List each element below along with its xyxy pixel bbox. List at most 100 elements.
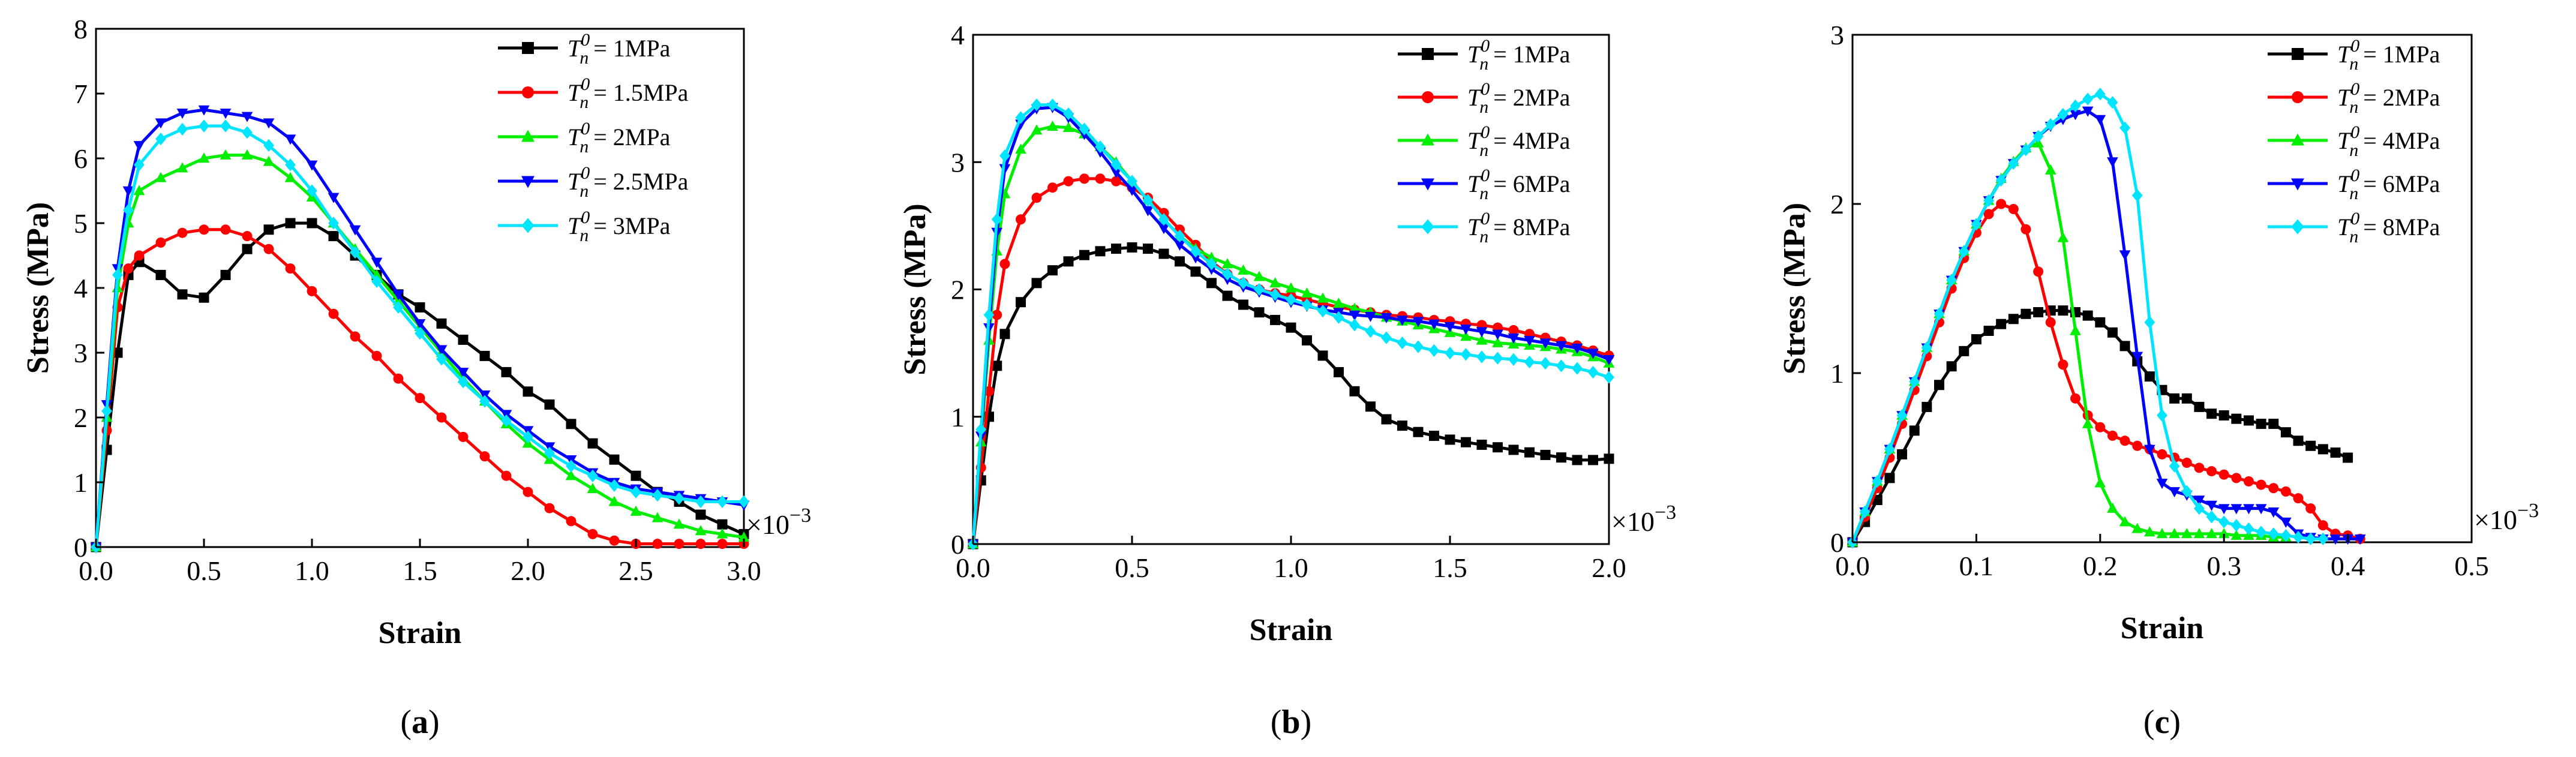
data-point (1428, 344, 1440, 358)
data-point (242, 244, 253, 254)
data-point (1079, 173, 1089, 184)
data-point (608, 495, 620, 506)
data-point (2107, 96, 2118, 109)
data-point (2280, 517, 2292, 528)
data-point (2033, 307, 2044, 317)
x-tick-label: 0.5 (187, 555, 221, 586)
legend-subscript: n (1479, 97, 1488, 117)
x-tick-label: 3.0 (726, 555, 761, 586)
data-point (652, 539, 663, 549)
legend-marker (1421, 133, 1434, 146)
legend-marker (2292, 48, 2304, 60)
data-point (1588, 455, 1598, 465)
data-point (1933, 380, 1944, 390)
data-point (2194, 462, 2205, 473)
data-point (1540, 356, 1551, 370)
legend-subscript: n (580, 92, 589, 112)
data-point (523, 386, 533, 397)
y-tick-label: 2 (1830, 189, 1844, 220)
y-tick-label: 4 (74, 273, 88, 304)
x-multiplier: ×10−3 (746, 504, 811, 540)
data-point (220, 269, 231, 280)
plot-frame (95, 28, 745, 548)
series-4 (968, 98, 1614, 551)
data-point (2156, 479, 2168, 489)
series-4 (91, 119, 749, 554)
data-point (652, 488, 663, 502)
data-point (177, 289, 188, 300)
data-point (1508, 325, 1519, 335)
data-point (2107, 327, 2118, 338)
data-point (1996, 319, 2007, 329)
data-point (2181, 485, 2193, 498)
plot-frame (1851, 34, 2473, 543)
data-point (479, 395, 490, 408)
data-point (2305, 503, 2316, 514)
data-point (975, 423, 987, 436)
legend-symbol: T (1467, 214, 1482, 241)
data-point (2157, 449, 2167, 459)
panel-label-letter: b (1281, 704, 1300, 741)
legend-label: T0 n = 1MPa (1467, 36, 1571, 74)
data-point (2343, 452, 2353, 463)
data-point (717, 495, 728, 509)
data-point (2131, 189, 2143, 202)
data-point (1047, 121, 1058, 131)
legend-marker (2291, 133, 2304, 146)
legend-entry: T0 n = 2.5MPa (498, 163, 689, 201)
data-point (1381, 331, 1392, 344)
legend-superscript: 0 (581, 208, 590, 227)
data-point (1095, 246, 1106, 257)
series-line (1851, 141, 2286, 543)
data-point (457, 368, 469, 379)
data-point (1933, 307, 1945, 320)
data-point (2131, 352, 2143, 362)
y-tick-label: 1 (951, 402, 965, 432)
data-point (328, 231, 339, 242)
legend-subscript: n (1479, 140, 1488, 160)
data-point (2268, 419, 2279, 429)
data-point (1253, 271, 1265, 281)
legend-superscript: 0 (2350, 79, 2359, 99)
data-point (1897, 449, 1908, 459)
legend-superscript: 0 (581, 30, 590, 50)
data-point (198, 105, 210, 116)
data-point (1349, 302, 1361, 313)
legend-entry: T0 n = 2MPa (2268, 79, 2440, 117)
series-1 (91, 224, 749, 552)
legend-subscript: n (580, 137, 589, 157)
x-tick-label: 1.5 (403, 555, 437, 586)
legend-superscript: 0 (1481, 36, 1490, 56)
data-point (587, 469, 598, 482)
y-axis-title: Stress (MPa) (898, 203, 932, 375)
x-axis-title: Strain (1250, 613, 1333, 647)
legend-superscript: 0 (581, 163, 590, 183)
data-point (1603, 355, 1615, 366)
data-point (350, 331, 361, 342)
data-point (2082, 310, 2093, 321)
legend-entry: T0 n = 8MPa (1398, 209, 1571, 247)
data-point (2082, 92, 2094, 106)
y-tick-label: 1 (74, 467, 88, 498)
data-point (1238, 264, 1249, 275)
legend-symbol: T (1467, 41, 1482, 68)
data-point (2218, 410, 2229, 420)
data-point (122, 186, 134, 197)
data-point (1859, 505, 1871, 518)
series-0 (91, 218, 749, 552)
legend-label: T0 n = 2.5MPa (568, 163, 689, 201)
x-tick-label: 0.0 (1835, 551, 1870, 581)
data-point (999, 149, 1010, 163)
data-point (134, 250, 145, 261)
data-point (199, 119, 209, 133)
data-point (2144, 316, 2155, 329)
data-point (1365, 401, 1376, 412)
data-point (2268, 527, 2279, 540)
data-point (328, 193, 340, 203)
legend-label: T0 n = 1.5MPa (568, 74, 689, 112)
legend-marker (521, 176, 535, 188)
series-4 (1847, 88, 2329, 549)
series-3 (90, 105, 750, 553)
data-point (1238, 277, 1249, 290)
